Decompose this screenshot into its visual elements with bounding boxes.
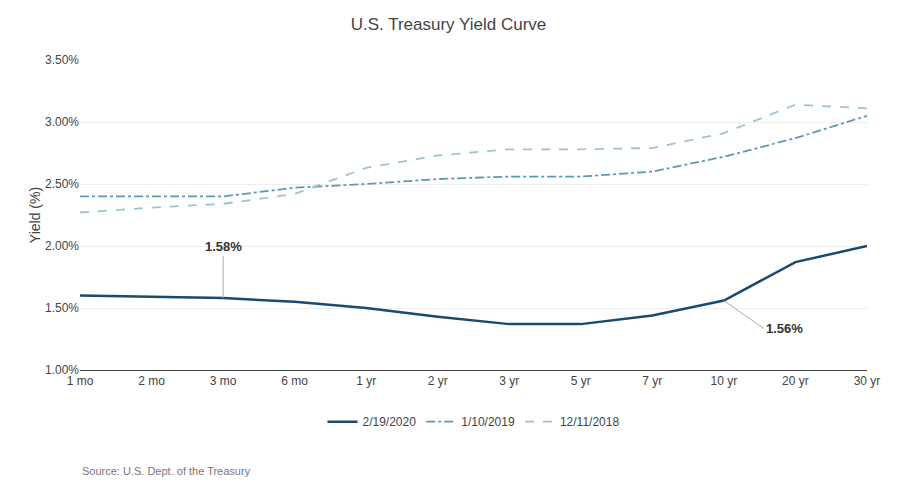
svg-text:1/10/2019: 1/10/2019 bbox=[461, 415, 515, 429]
svg-text:6 mo: 6 mo bbox=[281, 374, 308, 388]
svg-text:Source: U.S. Dept. of the Trea: Source: U.S. Dept. of the Treasury bbox=[82, 465, 251, 477]
svg-text:1.50%: 1.50% bbox=[45, 301, 79, 315]
svg-text:12/11/2018: 12/11/2018 bbox=[560, 415, 619, 429]
svg-text:1.00%: 1.00% bbox=[45, 363, 79, 377]
svg-text:2.00%: 2.00% bbox=[45, 239, 79, 253]
svg-text:1.56%: 1.56% bbox=[766, 321, 803, 336]
svg-text:1 yr: 1 yr bbox=[356, 374, 376, 388]
svg-text:7 yr: 7 yr bbox=[642, 374, 662, 388]
svg-text:Yield (%): Yield (%) bbox=[27, 187, 43, 243]
svg-text:1 mo: 1 mo bbox=[67, 374, 94, 388]
svg-text:3.50%: 3.50% bbox=[45, 53, 79, 67]
svg-text:3.00%: 3.00% bbox=[45, 115, 79, 129]
svg-text:2 yr: 2 yr bbox=[428, 374, 448, 388]
svg-text:2 mo: 2 mo bbox=[138, 374, 165, 388]
svg-text:10 yr: 10 yr bbox=[711, 374, 738, 388]
svg-text:5 yr: 5 yr bbox=[571, 374, 591, 388]
svg-text:3 yr: 3 yr bbox=[499, 374, 519, 388]
svg-text:U.S. Treasury Yield Curve: U.S. Treasury Yield Curve bbox=[351, 15, 547, 34]
svg-text:1.58%: 1.58% bbox=[205, 239, 242, 254]
svg-text:30 yr: 30 yr bbox=[854, 374, 881, 388]
svg-text:20 yr: 20 yr bbox=[782, 374, 809, 388]
svg-text:2.50%: 2.50% bbox=[45, 177, 79, 191]
svg-text:2/19/2020: 2/19/2020 bbox=[363, 415, 417, 429]
svg-text:3 mo: 3 mo bbox=[210, 374, 237, 388]
